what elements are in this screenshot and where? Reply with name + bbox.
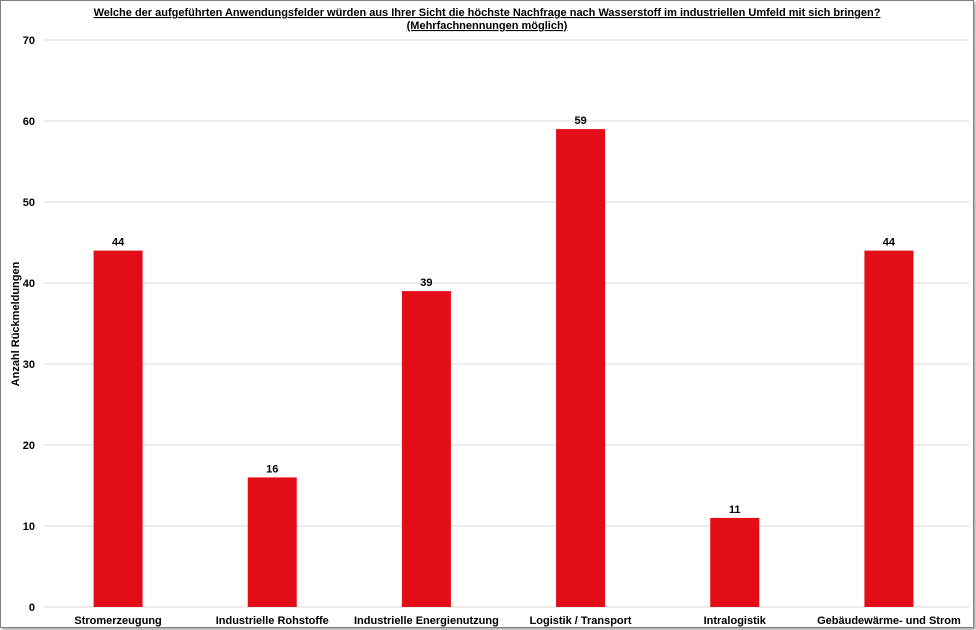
bar-value-label: 16	[266, 463, 278, 475]
bar-value-label: 59	[574, 115, 586, 127]
chart-title-line-1: Welche der aufgeführten Anwendungsfelder…	[94, 7, 881, 19]
x-category-label: Intralogistik	[704, 615, 767, 627]
y-tick-label: 50	[23, 197, 35, 209]
bar	[247, 477, 297, 607]
bar-value-label: 44	[883, 237, 896, 249]
x-category-label: Gebäudewärme- und Strom	[817, 615, 961, 627]
bar-value-label: 11	[729, 504, 741, 516]
gridlines	[44, 39, 969, 608]
bars	[93, 129, 914, 607]
bar-value-label: 39	[420, 277, 432, 289]
bar	[556, 129, 606, 607]
x-axis-categories: Stromerzeugung Industrielle Rohstoffe Indu…	[74, 615, 961, 627]
y-tick-label: 10	[23, 521, 35, 533]
data-labels: 44 16 39 59 11 44	[112, 115, 896, 516]
bar-value-label: 44	[112, 237, 125, 249]
bar	[710, 517, 760, 607]
y-axis-ticks: 0 10 20 30 40 50 60 70	[23, 35, 35, 614]
chart-title-line-2: (Mehrfachnennungen möglich)	[407, 20, 568, 32]
bar	[93, 250, 143, 607]
x-category-label: Logistik / Transport	[530, 615, 632, 627]
y-tick-label: 20	[23, 440, 35, 452]
y-tick-label: 30	[23, 359, 35, 371]
y-tick-label: 70	[23, 35, 35, 47]
x-category-label: Industrielle Energienutzung	[354, 615, 499, 627]
x-category-label: Stromerzeugung	[74, 615, 161, 627]
y-tick-label: 0	[29, 602, 35, 614]
y-axis-label: Anzahl Rückmeldungen	[10, 261, 22, 386]
chart-title: Welche der aufgeführten Anwendungsfelder…	[94, 7, 881, 32]
y-tick-label: 60	[23, 116, 35, 128]
y-tick-label: 40	[23, 278, 35, 290]
bar	[401, 291, 451, 607]
bar	[864, 250, 914, 607]
x-category-label: Industrielle Rohstoffe	[216, 615, 329, 627]
